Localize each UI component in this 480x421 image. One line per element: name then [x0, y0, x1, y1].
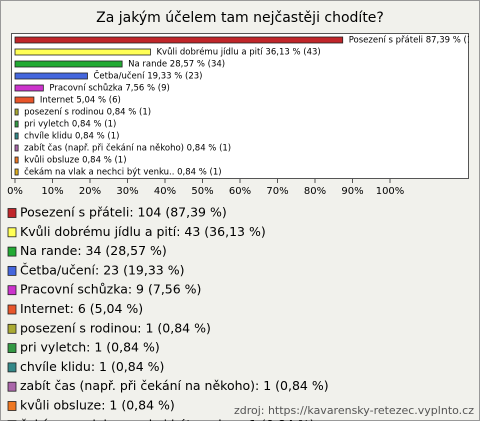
legend-label: čekám na vlak a nechci být venku..: 1 (0… — [20, 417, 315, 421]
x-tick-label: 0% — [7, 186, 23, 197]
legend-label: kvůli obsluze: 1 (0,84 %) — [20, 398, 175, 413]
plot-area — [11, 33, 469, 179]
legend-swatch — [7, 265, 17, 276]
bar-label: chvíle klidu 0,84 % (1) — [24, 132, 119, 142]
bar-label: posezení s rodinou 0,84 % (1) — [24, 108, 151, 118]
bar — [14, 48, 151, 56]
bar — [14, 36, 344, 44]
legend-label: posezení s rodinou: 1 (0,84 %) — [20, 320, 211, 335]
legend-swatch — [7, 343, 17, 354]
bar — [14, 168, 19, 176]
legend-swatch — [7, 246, 17, 257]
legend-swatch — [7, 208, 17, 218]
legend-label: chvíle klidu: 1 (0,84 %) — [20, 359, 164, 374]
bar-label: Na rande 28,57 % (34) — [128, 60, 225, 70]
legend-label: Kvůli dobrému jídlu a pití: 43 (36,13 %) — [20, 224, 266, 239]
x-tick-label: 60% — [229, 186, 251, 197]
x-tick-label: 70% — [266, 186, 288, 197]
legend-label: Posezení s přáteli: 104 (87,39 %) — [20, 205, 227, 220]
x-tick-label: 50% — [191, 186, 213, 197]
legend-swatch — [7, 362, 17, 373]
legend-swatch — [7, 401, 17, 411]
legend-label: Na rande: 34 (28,57 %) — [20, 243, 167, 258]
bar-label: čekám na vlak a nechci být venku.. 0,84 … — [24, 167, 221, 178]
legend-label: Četba/učení: 23 (19,33 %) — [20, 262, 184, 277]
legend-swatch — [7, 285, 17, 296]
bar — [14, 120, 19, 128]
legend-swatch — [7, 381, 17, 392]
bar — [14, 144, 19, 152]
legend-swatch — [7, 227, 17, 238]
x-tick-label: 10% — [41, 186, 63, 197]
legend-swatch — [7, 323, 17, 334]
legend-label: Pracovní schůzka: 9 (7,56 %) — [20, 282, 201, 297]
legend-swatch — [7, 304, 17, 315]
legend-label: zabít čas (např. při čekání na někoho): … — [20, 378, 329, 393]
bar — [14, 108, 19, 116]
x-tick-label: 80% — [304, 186, 326, 197]
legend-label: pri vyletch: 1 (0,84 %) — [20, 340, 160, 355]
bar — [14, 72, 88, 80]
x-tick-label: 90% — [341, 186, 363, 197]
x-tick-label: 100% — [376, 186, 405, 197]
x-tick-label: 30% — [116, 186, 138, 197]
bar-label: Internet 5,04 % (6) — [40, 96, 121, 106]
bar-label: Pracovní schůzka 7,56 % (9) — [49, 83, 170, 94]
bar — [14, 84, 44, 92]
bar-label: pri vyletch 0,84 % (1) — [24, 120, 116, 130]
bar-label: zabít čas (např. při čekání na někoho) 0… — [24, 143, 231, 154]
source: zdroj: https://kavarensky-retezec.vyplnt… — [234, 404, 474, 417]
legend-label: Internet: 6 (5,04 %) — [20, 301, 143, 316]
bar — [14, 96, 35, 104]
chart-title: Za jakým účelem tam nejčastěji chodíte? — [96, 10, 384, 26]
bar — [14, 132, 19, 140]
bar — [14, 60, 123, 68]
bar-label: Četba/učení 19,33 % (23) — [93, 70, 202, 82]
x-tick-label: 40% — [154, 186, 176, 197]
bar-label: Posezení s přáteli 87,39 % (104) — [349, 36, 480, 46]
bar — [14, 156, 19, 164]
bar-label: Kvůli dobrému jídlu a pití 36,13 % (43) — [156, 47, 320, 58]
bar-label: kvůli obsluze 0,84 % (1) — [24, 155, 126, 166]
x-tick-label: 20% — [79, 186, 101, 197]
